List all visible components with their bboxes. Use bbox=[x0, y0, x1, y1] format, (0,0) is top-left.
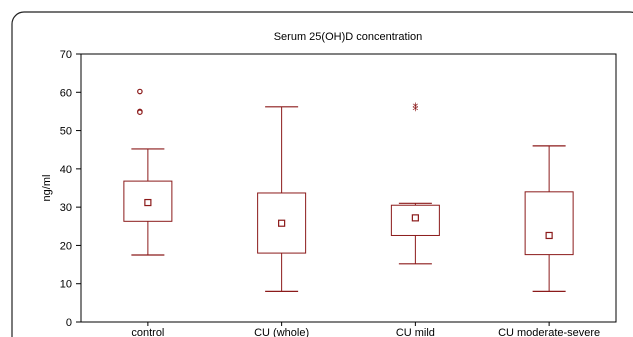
y-tick-label: 40 bbox=[60, 164, 72, 176]
median-marker bbox=[144, 198, 152, 207]
y-axis-label: ng/ml bbox=[41, 175, 53, 202]
x-tick-label: control bbox=[131, 327, 164, 337]
y-tick-label: 50 bbox=[60, 126, 72, 138]
x-tick-label: CU moderate-severe bbox=[498, 327, 600, 337]
x-axis: control CU (whole) CU mild CU moderate-seve… bbox=[131, 322, 600, 337]
box-group bbox=[524, 145, 574, 292]
median-marker bbox=[545, 231, 553, 240]
box-group bbox=[123, 88, 173, 256]
outlier-circle bbox=[137, 109, 143, 115]
plot-area bbox=[80, 53, 617, 323]
box-iqr bbox=[524, 191, 574, 256]
box-group bbox=[257, 106, 307, 292]
outlier-star: * bbox=[412, 104, 418, 118]
chart-panel bbox=[11, 11, 633, 337]
median-marker bbox=[411, 214, 419, 222]
y-tick-label: 20 bbox=[60, 240, 72, 252]
x-tick-label: CU (whole) bbox=[254, 327, 309, 337]
x-tick-label: CU mild bbox=[396, 327, 435, 337]
boxes-layer: ** bbox=[123, 88, 574, 292]
chart-title: Serum 25(OH)D concentration bbox=[274, 31, 423, 43]
y-tick-label: 0 bbox=[66, 317, 72, 329]
y-tick-label: 10 bbox=[60, 279, 72, 291]
outlier-circle bbox=[137, 88, 143, 95]
y-tick-label: 60 bbox=[60, 87, 72, 99]
y-tick-label: 30 bbox=[60, 202, 72, 214]
outlier-star: * bbox=[412, 100, 418, 114]
box-group: ** bbox=[390, 100, 440, 265]
y-axis: 0 10 20 30 40 50 60 70 bbox=[60, 49, 81, 329]
median-marker bbox=[278, 219, 286, 227]
y-tick-label: 70 bbox=[60, 49, 72, 61]
